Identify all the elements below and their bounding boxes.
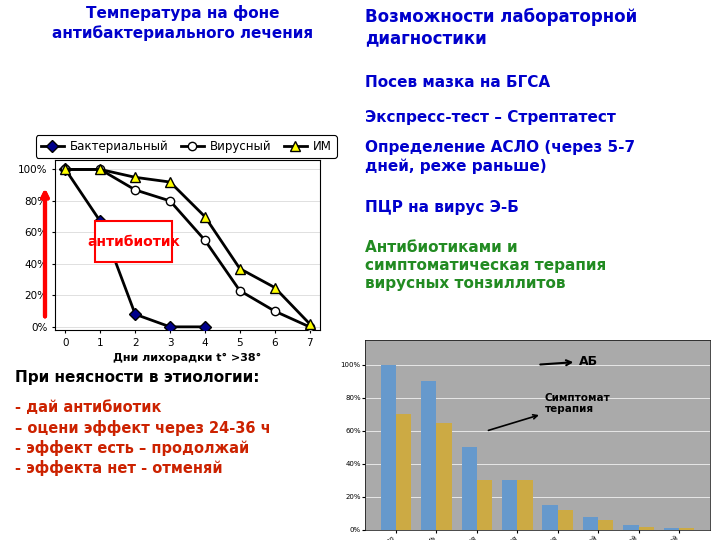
Text: При неясности в этиологии:: При неясности в этиологии: xyxy=(15,370,259,385)
Text: Посев мазка на БГСА: Посев мазка на БГСА xyxy=(365,75,550,90)
Text: Определение АСЛО (через 5-7
дней, реже раньше): Определение АСЛО (через 5-7 дней, реже р… xyxy=(365,140,635,174)
Text: Антибиотиками и
симптоматическая терапия
вирусных тонзиллитов: Антибиотиками и симптоматическая терапия… xyxy=(365,240,606,291)
Text: АБ: АБ xyxy=(540,355,598,368)
Bar xyxy=(517,481,533,530)
Bar xyxy=(679,528,694,530)
Bar xyxy=(502,481,517,530)
Bar xyxy=(396,414,411,530)
Text: Симптомат
терапия: Симптомат терапия xyxy=(488,393,610,430)
Text: Возможности лабораторной
диагностики: Возможности лабораторной диагностики xyxy=(365,8,637,47)
Bar xyxy=(381,365,396,530)
Text: – оцени эффект через 24-36 ч: – оцени эффект через 24-36 ч xyxy=(15,420,271,436)
Bar xyxy=(558,510,573,530)
FancyBboxPatch shape xyxy=(95,221,172,262)
Bar xyxy=(664,528,679,530)
Text: - дай антибиотик: - дай антибиотик xyxy=(15,400,161,415)
Text: - эффект есть – продолжай: - эффект есть – продолжай xyxy=(15,440,249,456)
Text: Температура на фоне
антибактериального лечения: Температура на фоне антибактериального л… xyxy=(52,5,313,40)
Bar xyxy=(598,520,613,530)
Bar xyxy=(639,526,654,530)
Text: Экспресс-тест – Стрептатест: Экспресс-тест – Стрептатест xyxy=(365,110,616,125)
Bar xyxy=(477,481,492,530)
Bar xyxy=(462,448,477,530)
Legend: Бактериальный, Вирусный, ИМ: Бактериальный, Вирусный, ИМ xyxy=(36,136,337,158)
X-axis label: Дни лихорадки t° >38°: Дни лихорадки t° >38° xyxy=(113,353,261,363)
Bar xyxy=(582,517,598,530)
Text: ПЦР на вирус Э-Б: ПЦР на вирус Э-Б xyxy=(365,200,519,215)
Bar xyxy=(436,423,452,530)
Text: антибиотик: антибиотик xyxy=(87,235,180,249)
Bar xyxy=(624,525,639,530)
Bar xyxy=(421,381,436,530)
Text: - эффекта нет - отменяй: - эффекта нет - отменяй xyxy=(15,460,222,476)
Bar xyxy=(542,505,558,530)
